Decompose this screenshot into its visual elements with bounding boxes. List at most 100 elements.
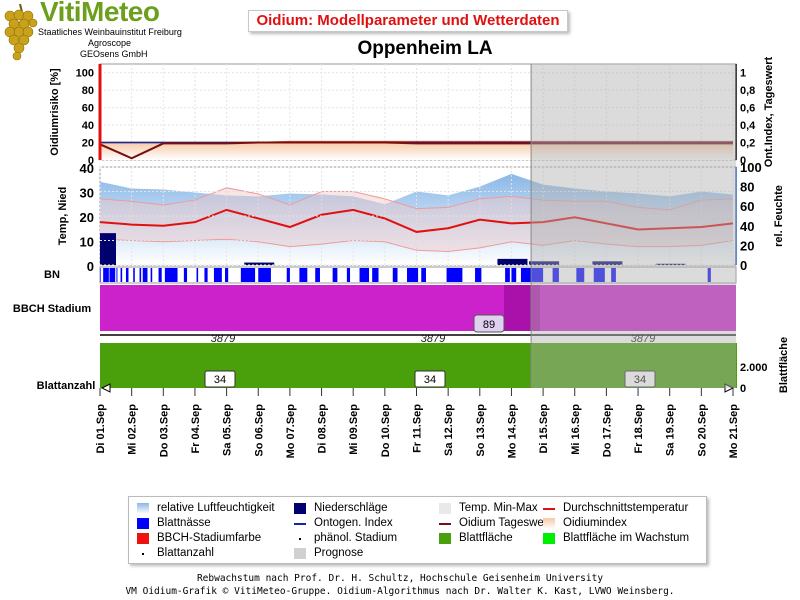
left-arrow-icon <box>100 383 111 393</box>
leaf-count-badge <box>414 370 446 388</box>
leaf-wetness-bar <box>109 268 116 282</box>
y-tick-leafarea: 0 <box>740 383 746 395</box>
y-tick-ontindex: 0,6 <box>740 103 755 115</box>
leaf-wetness-bar <box>359 268 370 282</box>
leaf-wetness-bar <box>125 268 129 282</box>
y-label-leafcount: Blattanzahl <box>37 380 96 392</box>
rain-bar <box>497 258 528 265</box>
leaf-wetness-bar <box>158 268 162 282</box>
legend-label: Blattfläche <box>459 532 513 544</box>
leaf-wetness-bar <box>100 268 101 282</box>
x-tick-label: Mi 09.Sep <box>348 404 360 455</box>
leaf-wetness-bar <box>258 268 271 282</box>
right-arrow-icon <box>724 383 735 393</box>
x-tick-label: Mi 16.Sep <box>570 404 582 455</box>
legend-label: Ontogen. Index <box>314 517 393 529</box>
bn-label: BN <box>44 269 60 281</box>
leaf-wetness-bar <box>407 268 419 282</box>
y-tick-leafarea: 2.000 <box>740 362 768 374</box>
x-tick-label: Sa 19.Sep <box>665 404 677 456</box>
y-tick-humidity: 100 <box>740 160 762 175</box>
y-tick-ontindex: 0,8 <box>740 85 755 97</box>
leaf-wetness-bar <box>116 268 118 282</box>
x-tick-label: Mo 14.Sep <box>506 404 518 459</box>
leaf-wetness-bar <box>611 268 616 282</box>
rain-bar <box>244 262 275 265</box>
y-tick-oidium: 20 <box>82 138 94 150</box>
leaf-wetness-bar <box>164 268 178 282</box>
legend-label: Temp. Min-Max <box>459 502 538 514</box>
x-tick-label: Sa 12.Sep <box>443 404 455 456</box>
leaf-wetness-bar <box>593 268 605 282</box>
leaf-wetness-bar <box>475 268 482 282</box>
legend-label: Oidiumindex <box>563 517 627 529</box>
y-tick-ontindex: 1 <box>740 68 746 80</box>
legend-swatch <box>299 538 301 540</box>
footer-line-2: VM Oidium-Grafik © VitiMeteo-Gruppe. Oid… <box>125 586 675 597</box>
y-tick-humidity: 0 <box>740 258 747 273</box>
legend-label: Blattfläche im Wachstum <box>563 532 690 544</box>
legend-swatch <box>439 523 451 525</box>
leaf-count-label: 34 <box>634 374 646 386</box>
legend-swatch <box>543 533 555 544</box>
bbch-panel: 89 3879 3879 3879 <box>100 285 736 345</box>
leaf-wetness-bar <box>505 268 510 282</box>
rain-bar <box>592 261 623 265</box>
leaf-wetness-bar <box>421 268 426 282</box>
leaf-wetness-strip <box>99 266 737 284</box>
footer-line-1: Rebwachstum nach Prof. Dr. H. Schultz, H… <box>196 573 604 584</box>
y-label-bbch: BBCH Stadium <box>13 303 91 315</box>
y-label-leafarea: Blattfläche <box>778 337 790 393</box>
weather-panel: 0 10 20 30 40 0 20 40 60 80 100 <box>80 160 762 274</box>
phen-stage-label: 3879 <box>421 333 445 345</box>
x-tick-label: So 06.Sep <box>253 404 265 457</box>
leaf-wetness-bar <box>213 268 222 282</box>
chart-title: Oidium: Modellparameter und Wetterdaten <box>248 10 568 32</box>
y-tick-humidity: 60 <box>740 199 754 214</box>
leaf-wetness-bar <box>139 268 142 282</box>
logo-title: VitiMeteo <box>40 0 160 27</box>
x-tick-label: Di 08.Sep <box>317 404 329 454</box>
legend-swatch <box>294 523 306 525</box>
temp-max-line <box>99 187 734 211</box>
leaf-wetness-bar <box>240 268 256 282</box>
leaf-wetness-bar <box>552 268 559 282</box>
legend-swatch <box>439 503 451 514</box>
x-tick-label: Fr 11.Sep <box>412 404 424 453</box>
logo-line-1: Staatliches Weinbauinstitut Freiburg <box>38 27 182 37</box>
leaf-wetness-bar <box>346 268 351 282</box>
y-tick-temp: 30 <box>80 186 94 201</box>
leaf-wetness-bar <box>286 268 290 282</box>
leaf-wetness-bar <box>520 268 544 282</box>
y-tick-oidium: 40 <box>82 120 94 132</box>
leaf-wetness-bar <box>372 268 379 282</box>
leaf-wetness-bar <box>103 268 109 282</box>
y-tick-oidium: 0 <box>88 155 94 167</box>
y-tick-ontindex: 0,2 <box>740 138 755 150</box>
station-name: Oppenheim LA <box>357 38 493 59</box>
bbch-stage-badge <box>473 314 505 333</box>
legend-swatch <box>439 533 451 544</box>
oidium-panel: 0 20 40 60 80 100 0 0,2 0,4 0,6 0,8 1 <box>76 63 756 167</box>
leaf-wetness-bar <box>183 268 188 282</box>
bbch-stage-label: 89 <box>483 319 495 331</box>
oidiumindex-area <box>100 141 733 160</box>
legend-swatch <box>142 553 144 555</box>
leaf-wetness-bar <box>142 268 148 282</box>
phen-stage-label: 3879 <box>631 333 655 345</box>
leaf-wetness-bar <box>315 268 320 282</box>
legend-label: Blattanzahl <box>157 547 214 559</box>
x-tick-label: Mo 21.Sep <box>728 404 740 459</box>
logo-line-2: Agroscope <box>88 38 132 48</box>
legend-label: Prognose <box>314 547 364 559</box>
x-tick-label: Di 15.Sep <box>538 404 550 454</box>
logo-line-3: GEOsens GmbH <box>80 49 148 59</box>
x-tick-label: Fr 04.Sep <box>190 404 202 454</box>
y-tick-temp: 20 <box>80 210 94 225</box>
legend-swatch <box>543 508 555 510</box>
legend-label: Niederschläge <box>314 502 388 514</box>
legend-label: Oidium Tageswert <box>459 517 551 529</box>
leaf-wetness-bar <box>707 268 711 282</box>
leaf-count-label: 34 <box>424 374 436 386</box>
